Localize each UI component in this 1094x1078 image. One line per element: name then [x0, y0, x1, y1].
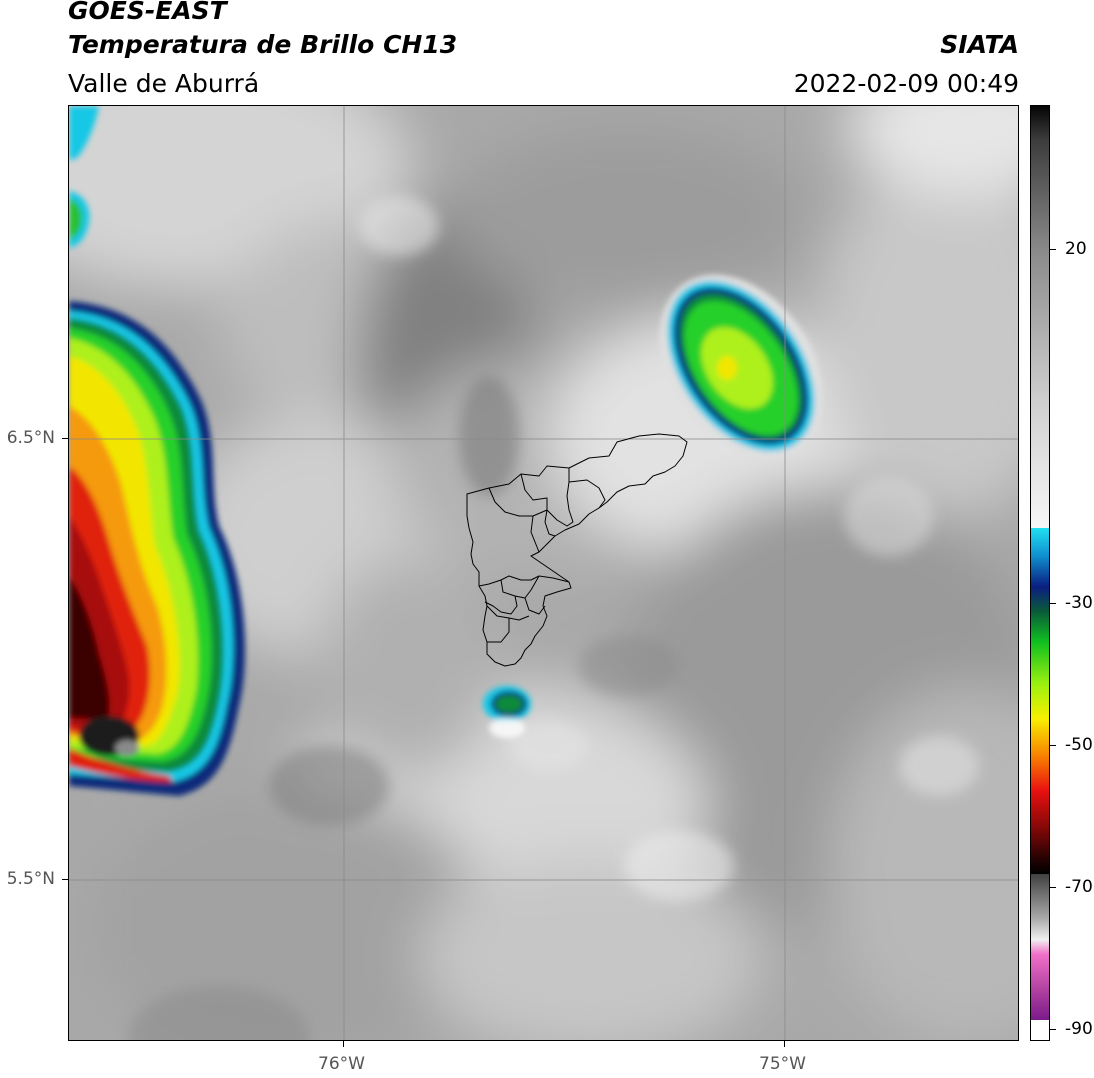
lon-tick-75: [784, 1041, 785, 1047]
cloud-texture: [129, 196, 979, 1040]
cbar-tick-20: [1050, 249, 1056, 250]
cbar-tick-neg70: [1050, 887, 1056, 888]
product-title: Temperatura de Brillo CH13: [68, 30, 458, 59]
municipal-boundaries: [466, 433, 688, 667]
cbar-label-neg70: -70: [1065, 877, 1093, 897]
lon-tick-76: [343, 1041, 344, 1047]
temperature-colorbar: [1030, 105, 1050, 1041]
lon-label-75: 75°W: [759, 1054, 806, 1074]
lat-label-6.5: 6.5°N: [6, 428, 55, 448]
satellite-title: GOES-EAST: [68, 0, 227, 25]
lat-label-5.5: 5.5°N: [6, 869, 55, 889]
lat-tick-5.5: [62, 879, 68, 880]
brightness-temperature-map: [68, 105, 1019, 1041]
timestamp-label: 2022-02-09 00:49: [793, 69, 1019, 98]
cbar-label-neg50: -50: [1065, 735, 1093, 755]
graticule: [69, 106, 1018, 1040]
convective-cell-east: [659, 274, 823, 458]
cbar-label-neg90: -90: [1065, 1019, 1093, 1039]
lat-tick-6.5: [62, 438, 68, 439]
region-label: Valle de Aburrá: [68, 69, 260, 98]
cbar-label-20: 20: [1065, 239, 1087, 259]
convective-cell-nw: [69, 106, 99, 248]
cbar-tick-neg30: [1050, 603, 1056, 604]
convective-cell-south: [483, 686, 531, 738]
cloud-field: [69, 106, 1018, 1040]
cbar-tick-neg90: [1050, 1029, 1056, 1030]
agency-label: SIATA: [940, 30, 1019, 59]
cbar-label-neg30: -30: [1065, 593, 1093, 613]
lon-label-76: 76°W: [318, 1054, 365, 1074]
convective-cell-west: [69, 301, 245, 796]
cbar-tick-neg50: [1050, 745, 1056, 746]
